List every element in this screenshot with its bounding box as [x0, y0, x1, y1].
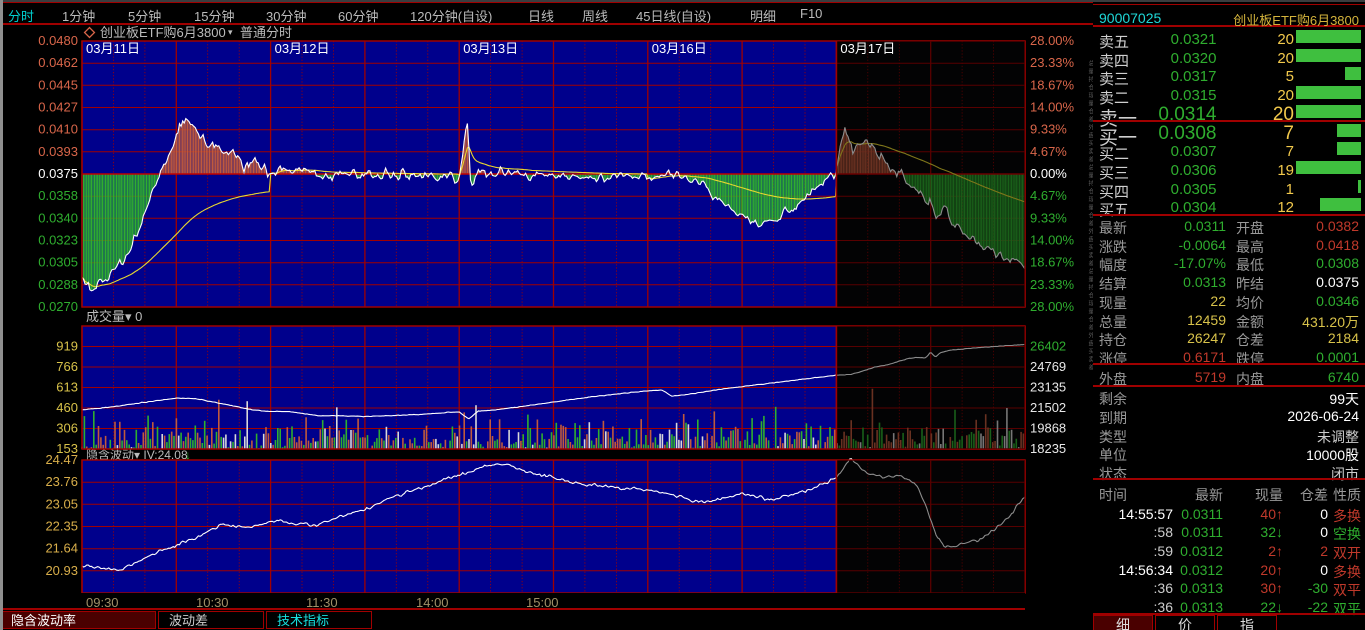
svg-text:613: 613 — [56, 380, 78, 395]
svg-text:0.0393: 0.0393 — [38, 144, 78, 159]
svg-text:0.0323: 0.0323 — [38, 233, 78, 248]
svg-text:03月11日: 03月11日 — [86, 41, 140, 56]
svg-text:21.64: 21.64 — [45, 541, 78, 556]
svg-text:14.00%: 14.00% — [1030, 100, 1075, 115]
svg-text:0.0305: 0.0305 — [38, 255, 78, 270]
svg-text:919: 919 — [56, 339, 78, 354]
svg-text:26402: 26402 — [1030, 339, 1066, 354]
svg-text:23.33%: 23.33% — [1030, 55, 1075, 70]
svg-text:766: 766 — [56, 359, 78, 374]
svg-text:03月16日: 03月16日 — [652, 41, 707, 56]
svg-text:20.93: 20.93 — [45, 563, 78, 578]
svg-text:0.0375: 0.0375 — [38, 166, 78, 181]
svg-text:0.0270: 0.0270 — [38, 299, 78, 314]
svg-text:24.47: 24.47 — [45, 452, 78, 467]
svg-text:4.67%: 4.67% — [1030, 188, 1067, 203]
svg-text:9.33%: 9.33% — [1030, 122, 1067, 137]
svg-text:14.00%: 14.00% — [1030, 233, 1075, 248]
svg-text:0.0340: 0.0340 — [38, 210, 78, 225]
svg-text:18.67%: 18.67% — [1030, 255, 1075, 270]
svg-text:0.0410: 0.0410 — [38, 122, 78, 137]
svg-text:460: 460 — [56, 400, 78, 415]
svg-text:0.00%: 0.00% — [1030, 166, 1067, 181]
svg-text:普通分时: 普通分时 — [240, 25, 292, 40]
svg-text:9.33%: 9.33% — [1030, 210, 1067, 225]
svg-text:0.0288: 0.0288 — [38, 277, 78, 292]
svg-text:03月12日: 03月12日 — [275, 41, 330, 56]
svg-text:23135: 23135 — [1030, 380, 1066, 395]
svg-text:0.0462: 0.0462 — [38, 55, 78, 70]
svg-text:▾: ▾ — [228, 27, 233, 37]
svg-text:成交量▾ 0: 成交量▾ 0 — [86, 309, 142, 324]
svg-text:创业板ETF购6月3800: 创业板ETF购6月3800 — [100, 25, 226, 40]
svg-text:18.67%: 18.67% — [1030, 77, 1075, 92]
svg-text:23.05: 23.05 — [45, 496, 78, 511]
svg-text:23.33%: 23.33% — [1030, 277, 1075, 292]
svg-text:0.0427: 0.0427 — [38, 100, 78, 115]
svg-text:03月13日: 03月13日 — [463, 41, 518, 56]
svg-text:23.76: 23.76 — [45, 474, 78, 489]
svg-text:0.0480: 0.0480 — [38, 33, 78, 48]
svg-text:19868: 19868 — [1030, 421, 1066, 436]
svg-text:24769: 24769 — [1030, 359, 1066, 374]
svg-text:28.00%: 28.00% — [1030, 299, 1075, 314]
svg-text:28.00%: 28.00% — [1030, 33, 1075, 48]
svg-text:0.0358: 0.0358 — [38, 188, 78, 203]
svg-text:22.35: 22.35 — [45, 519, 78, 534]
svg-text:21502: 21502 — [1030, 400, 1066, 415]
svg-text:306: 306 — [56, 421, 78, 436]
svg-text:03月17日: 03月17日 — [840, 41, 895, 56]
svg-text:0.0445: 0.0445 — [38, 77, 78, 92]
svg-text:18235: 18235 — [1030, 441, 1066, 456]
svg-text:4.67%: 4.67% — [1030, 144, 1067, 159]
